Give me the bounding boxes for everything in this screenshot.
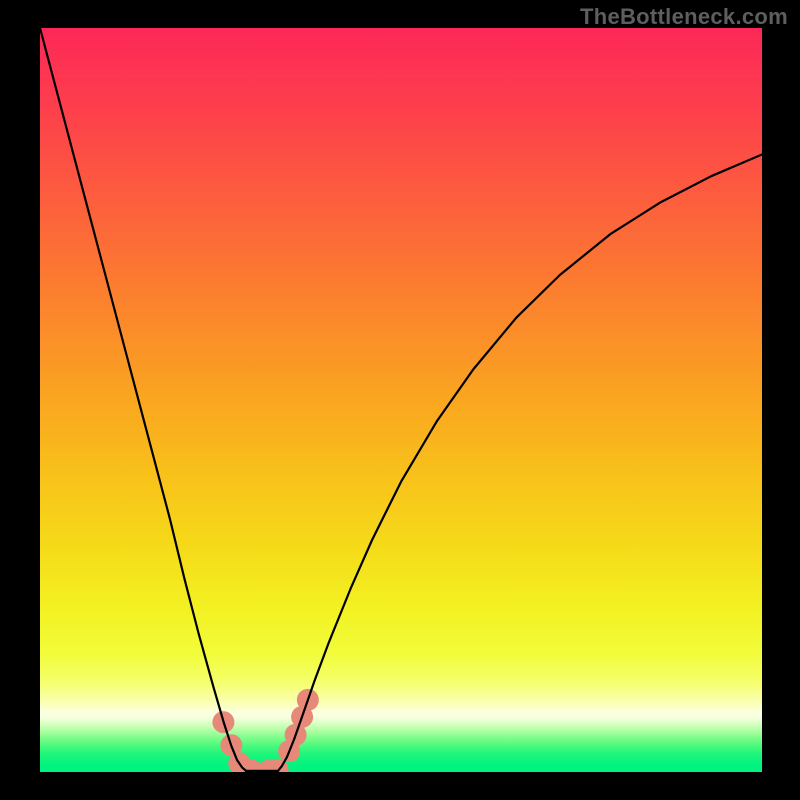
bottleneck-curve-chart bbox=[0, 0, 800, 800]
plot-background-gradient bbox=[40, 28, 762, 772]
chart-container: TheBottleneck.com bbox=[0, 0, 800, 800]
watermark-text: TheBottleneck.com bbox=[580, 4, 788, 30]
